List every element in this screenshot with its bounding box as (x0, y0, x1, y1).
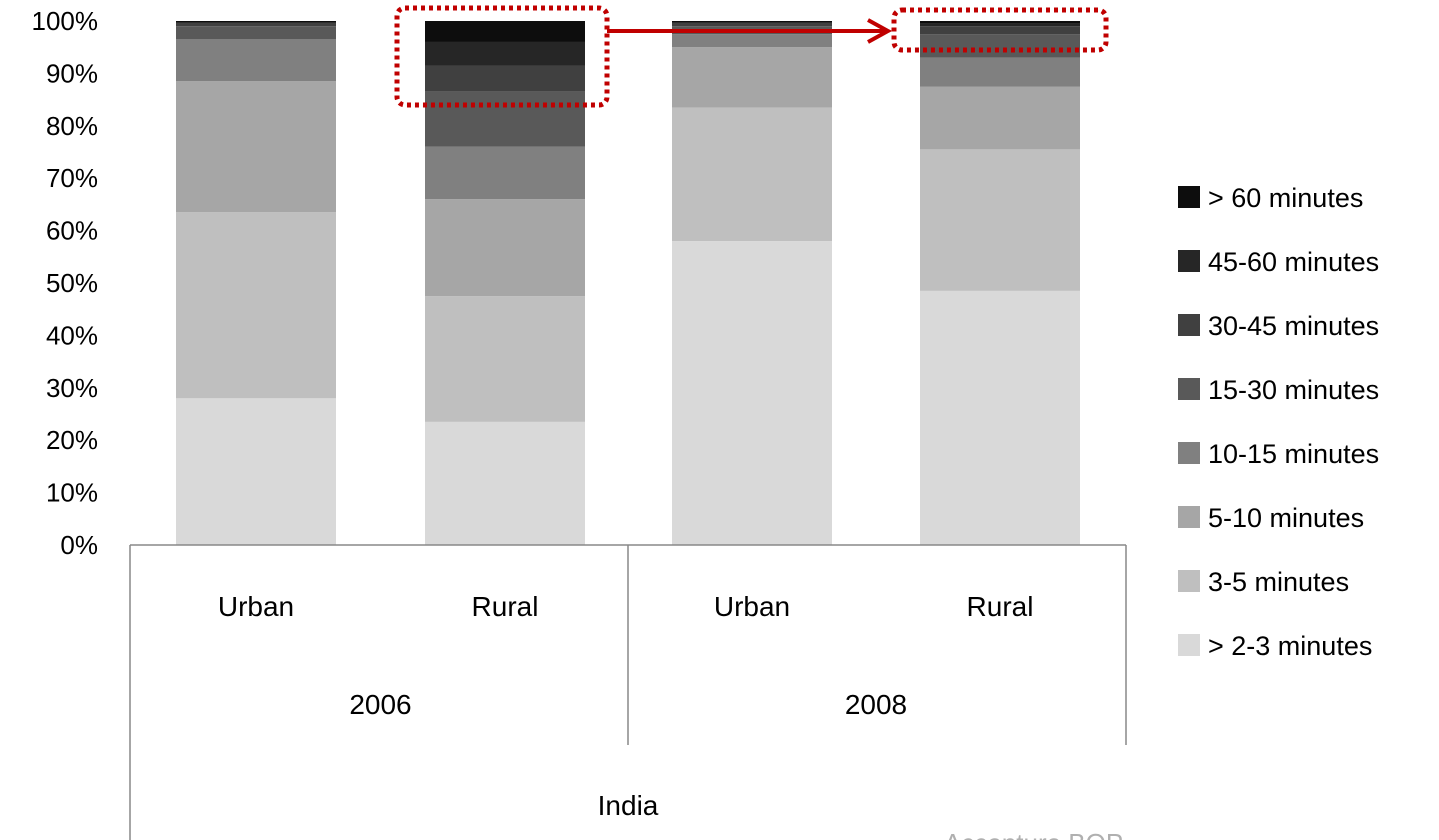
bar-segment (672, 34, 832, 48)
bar-stack (920, 21, 1080, 545)
legend-swatch (1178, 506, 1200, 528)
source-footnote: Accenture BOP... (944, 828, 1142, 840)
y-tick-label: 30% (46, 373, 98, 403)
legend-swatch (1178, 314, 1200, 336)
bar-segment (920, 34, 1080, 58)
bar-segment (672, 241, 832, 545)
bar-stack (672, 21, 832, 545)
legend-swatch (1178, 442, 1200, 464)
bar-segment (176, 26, 336, 40)
y-tick-label: 90% (46, 58, 98, 88)
y-tick-label: 70% (46, 163, 98, 193)
bar-segment (425, 296, 585, 422)
arrow-head (867, 18, 893, 44)
y-tick-label: 0% (60, 530, 98, 560)
bar-stack (425, 21, 585, 545)
bar-segment (176, 22, 336, 24)
y-tick-label: 80% (46, 111, 98, 141)
bar-segment (920, 86, 1080, 150)
legend-label: 10-15 minutes (1208, 439, 1379, 469)
bar-segment (425, 199, 585, 297)
legend-item: 30-45 minutes (1178, 311, 1379, 341)
legend: > 60 minutes 45-60 minutes 30-45 minutes 15… (1178, 183, 1379, 661)
y-axis: 0% 10% 20% 30% 40% 50% 60% 70% 80% 90% 100% (32, 6, 99, 560)
highlight-annotations (394, 5, 1109, 108)
legend-item: 10-15 minutes (1178, 439, 1379, 469)
bar-segment (672, 22, 832, 24)
legend-label: > 2-3 minutes (1208, 631, 1372, 661)
bar-segment (425, 65, 585, 92)
legend-label: 45-60 minutes (1208, 247, 1379, 277)
bar-segment (920, 290, 1080, 545)
bar-segment (176, 398, 336, 545)
bar-stack (176, 21, 336, 545)
highlight-box (394, 5, 610, 108)
legend-item: 3-5 minutes (1178, 567, 1349, 597)
bar-segment (425, 21, 585, 42)
highlight-box (891, 7, 1109, 53)
category-label: Urban (714, 591, 790, 622)
bars (176, 21, 1080, 545)
legend-label: 15-30 minutes (1208, 375, 1379, 405)
category-label: 2006 (349, 689, 411, 720)
legend-item: 45-60 minutes (1178, 247, 1379, 277)
bar-segment (672, 107, 832, 242)
category-label: Rural (967, 591, 1034, 622)
legend-swatch (1178, 378, 1200, 400)
bar-segment (425, 41, 585, 66)
bar-segment (176, 39, 336, 82)
bar-segment (176, 21, 336, 23)
legend-swatch (1178, 250, 1200, 272)
legend-item: > 60 minutes (1178, 183, 1363, 213)
bar-segment (920, 21, 1080, 24)
x-axis-category-table: Urban Rural Urban Rural 2006 2008 India (129, 544, 1127, 840)
legend-label: 5-10 minutes (1208, 503, 1364, 533)
legend-item: > 2-3 minutes (1178, 631, 1372, 661)
bar-segment (425, 91, 585, 147)
y-tick-label: 40% (46, 320, 98, 350)
bar-segment (176, 212, 336, 399)
category-label: 2008 (845, 689, 907, 720)
category-label: Urban (218, 591, 294, 622)
category-label: India (598, 790, 659, 821)
bar-segment (425, 146, 585, 200)
bar-segment (920, 26, 1080, 35)
legend-label: 30-45 minutes (1208, 311, 1379, 341)
bar-segment (672, 47, 832, 108)
category-label: Rural (472, 591, 539, 622)
bar-segment (425, 421, 585, 545)
legend-item: 15-30 minutes (1178, 375, 1379, 405)
bar-segment (920, 23, 1080, 27)
bar-segment (920, 57, 1080, 87)
y-tick-label: 60% (46, 216, 98, 246)
y-tick-label: 20% (46, 425, 98, 455)
bar-segment (920, 149, 1080, 291)
y-tick-label: 100% (32, 6, 99, 36)
legend-swatch (1178, 634, 1200, 656)
y-tick-label: 50% (46, 268, 98, 298)
legend-swatch (1178, 186, 1200, 208)
legend-label: > 60 minutes (1208, 183, 1363, 213)
legend-swatch (1178, 570, 1200, 592)
bar-segment (176, 23, 336, 27)
legend-item: 5-10 minutes (1178, 503, 1364, 533)
bar-segment (672, 23, 832, 27)
bar-segment (176, 81, 336, 213)
legend-label: 3-5 minutes (1208, 567, 1349, 597)
bar-segment (672, 21, 832, 23)
y-tick-label: 10% (46, 478, 98, 508)
